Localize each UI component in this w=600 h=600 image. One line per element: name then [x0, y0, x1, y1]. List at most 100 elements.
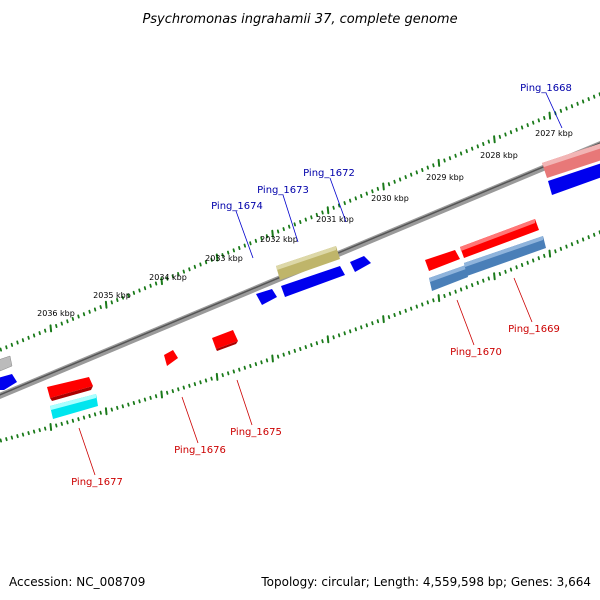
ruler-minor-tick: [398, 310, 402, 315]
ruler-minor-tick: [465, 285, 468, 290]
ruler-minor-tick: [470, 146, 474, 151]
ruler-minor-tick: [520, 262, 524, 268]
gene-shade: [542, 143, 600, 167]
gene-label-ping-1674[interactable]: Ping_1674: [211, 201, 263, 212]
ruler-minor-tick: [332, 335, 335, 340]
ruler-major-tick: [49, 324, 53, 333]
ruler-minor-tick: [515, 127, 518, 132]
ruler-minor-tick: [360, 193, 363, 199]
ruler-minor-tick: [55, 423, 58, 428]
ruler-minor-tick: [387, 315, 391, 320]
ruler-minor-tick: [581, 99, 585, 104]
gene-label-ping-1668[interactable]: Ping_1668: [520, 83, 572, 94]
accession-text: Accession: NC_008709: [9, 575, 145, 589]
ruler-minor-tick: [293, 222, 297, 227]
ruler-minor-tick: [537, 256, 540, 261]
ruler-minor-tick: [509, 267, 513, 272]
gene-label-ping-1670[interactable]: Ping_1670: [450, 347, 502, 358]
gene-shade: [50, 386, 93, 401]
ruler-minor-tick: [565, 244, 568, 249]
ruler-label: 2031 kbp: [316, 215, 354, 224]
ruler-minor-tick: [371, 321, 374, 326]
gene-ping-1674[interactable]: [256, 289, 277, 305]
map-title: Psychromonas ingrahamii 37, complete gen…: [142, 12, 457, 27]
ruler-minor-tick: [38, 331, 41, 336]
ruler-minor-tick: [299, 219, 302, 225]
gene-label-ping-1675[interactable]: Ping_1675: [230, 427, 282, 438]
ruler-minor-tick: [376, 319, 380, 324]
ruler-minor-tick: [476, 144, 480, 149]
gene-ping-1670[interactable]: [425, 250, 460, 271]
gene-partial-grey[interactable]: [0, 355, 13, 372]
topology-summary: Topology: circular; Length: 4,559,598 bp…: [260, 575, 591, 589]
ruler-minor-tick: [210, 376, 213, 381]
ruler-minor-tick: [443, 158, 446, 163]
ruler-minor-tick: [182, 385, 186, 390]
gene-olive[interactable]: [276, 246, 340, 280]
ruler-minor-tick: [448, 156, 452, 161]
ruler-minor-tick: [587, 235, 590, 240]
ruler-minor-tick: [421, 302, 424, 307]
ruler-minor-tick: [243, 243, 247, 248]
ruler-minor-tick: [116, 297, 119, 303]
ruler-minor-tick: [299, 346, 302, 352]
ruler-minor-tick: [138, 399, 141, 404]
ruler-minor-tick: [21, 432, 25, 437]
ruler-minor-tick: [581, 237, 585, 242]
ruler-minor-tick: [593, 94, 596, 99]
gene-label-ping-1672[interactable]: Ping_1672: [303, 168, 355, 179]
ruler-minor-tick: [559, 246, 563, 251]
ruler-minor-tick: [426, 165, 430, 170]
gene-label-ping-1673[interactable]: Ping_1673: [257, 185, 309, 196]
ruler-minor-tick: [426, 300, 430, 305]
ruler-minor-tick: [10, 342, 14, 347]
gene-label-ping-1677[interactable]: Ping_1677: [71, 477, 123, 488]
ruler-minor-tick: [354, 196, 358, 201]
ruler-minor-tick: [487, 139, 491, 144]
ruler-minor-tick: [165, 276, 169, 281]
ruler-minor-tick: [177, 271, 180, 277]
ruler-minor-tick: [27, 431, 30, 436]
ruler-minor-tick: [487, 276, 491, 281]
ruler-minor-tick: [77, 417, 80, 422]
gene-ping-1668-rev[interactable]: [548, 163, 600, 195]
ruler-minor-tick: [404, 175, 407, 180]
gene-partial-blue[interactable]: [0, 374, 17, 390]
ruler-minor-tick: [165, 390, 169, 395]
ruler-minor-tick: [454, 153, 457, 158]
ruler-label: 2035 kbp: [93, 291, 131, 300]
ruler-minor-tick: [376, 186, 380, 191]
ruler-minor-tick: [443, 293, 446, 299]
ruler-minor-tick: [421, 167, 424, 173]
ruler-minor-tick: [93, 307, 97, 312]
ruler-minor-tick: [387, 182, 391, 187]
ruler-minor-tick: [304, 217, 308, 222]
ruler-minor-tick: [415, 170, 419, 175]
ruler-major-tick: [160, 277, 163, 286]
ruler-minor-tick: [554, 249, 557, 254]
gene-ping-1673[interactable]: [281, 266, 345, 297]
ruler-minor-tick: [393, 312, 396, 318]
ruler-minor-tick: [398, 177, 402, 182]
gene-ping-1676[interactable]: [164, 350, 178, 366]
gene-ping-1677[interactable]: [47, 377, 93, 398]
ruler-minor-tick: [543, 116, 546, 120]
ruler-minor-tick: [287, 224, 291, 229]
ruler-major-tick: [49, 423, 53, 431]
ruler-minor-tick: [415, 304, 419, 309]
ruler-minor-tick: [93, 412, 97, 417]
outer-ruler-track: [0, 92, 600, 352]
gene-shade: [216, 341, 238, 351]
ruler-major-tick: [326, 335, 330, 344]
ruler-minor-tick: [204, 260, 208, 265]
ruler-minor-tick: [465, 149, 468, 154]
ruler-minor-tick: [60, 321, 63, 326]
gene-label-ping-1676[interactable]: Ping_1676: [174, 445, 226, 456]
gene-features: [0, 143, 600, 419]
ruler-major-tick: [215, 253, 219, 262]
ruler-minor-tick: [5, 345, 8, 350]
gene-ping-1672[interactable]: [350, 256, 371, 272]
ruler-minor-tick: [238, 367, 241, 372]
gene-label-ping-1669[interactable]: Ping_1669: [508, 324, 560, 335]
gene-ping-1675[interactable]: [212, 330, 238, 349]
